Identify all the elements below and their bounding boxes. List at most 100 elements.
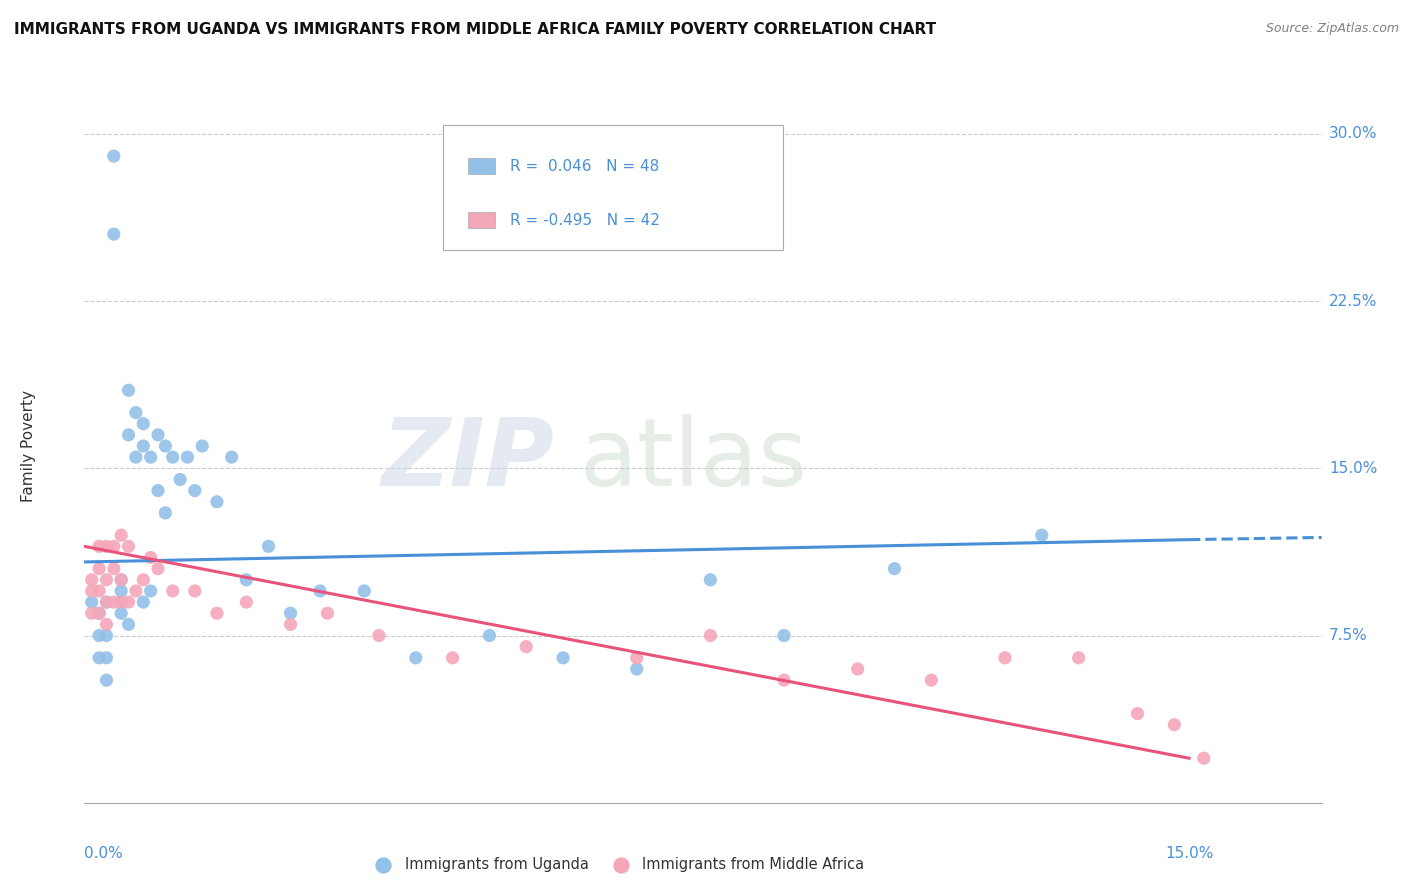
Point <box>1067 651 1090 665</box>
Point <box>205 494 228 508</box>
Point <box>994 651 1017 665</box>
Point <box>96 617 118 632</box>
Point <box>846 662 869 676</box>
Point <box>146 562 169 576</box>
Point <box>96 539 118 553</box>
Point <box>1126 706 1149 721</box>
Point <box>103 149 125 163</box>
Point <box>176 450 198 465</box>
Point <box>110 595 132 609</box>
Legend: Immigrants from Uganda, Immigrants from Middle Africa: Immigrants from Uganda, Immigrants from … <box>363 851 870 878</box>
Point <box>169 473 191 487</box>
Point <box>280 607 302 621</box>
Point <box>162 450 184 465</box>
Point <box>146 427 169 442</box>
Point <box>96 595 118 609</box>
Point <box>1163 717 1185 731</box>
Point <box>96 573 118 587</box>
Point <box>773 673 796 687</box>
Point <box>96 628 118 642</box>
Point <box>162 583 184 598</box>
Point <box>125 583 148 598</box>
Text: Family Poverty: Family Poverty <box>21 390 37 502</box>
Point <box>235 573 257 587</box>
Point <box>103 595 125 609</box>
Point <box>1192 751 1215 765</box>
Point <box>221 450 243 465</box>
FancyBboxPatch shape <box>443 125 783 250</box>
Point <box>87 607 110 621</box>
Point <box>626 662 648 676</box>
Text: 15.0%: 15.0% <box>1166 846 1213 861</box>
Point <box>699 628 721 642</box>
Point <box>280 617 302 632</box>
Point <box>132 439 155 453</box>
Point <box>117 595 139 609</box>
Point <box>257 539 280 553</box>
FancyBboxPatch shape <box>468 212 495 228</box>
Text: 30.0%: 30.0% <box>1329 127 1378 141</box>
Text: 0.0%: 0.0% <box>84 846 124 861</box>
Point <box>146 483 169 498</box>
Point <box>316 607 339 621</box>
Text: ZIP: ZIP <box>381 414 554 507</box>
Point <box>773 628 796 642</box>
Point <box>87 539 110 553</box>
Point <box>132 595 155 609</box>
Point <box>117 617 139 632</box>
Text: atlas: atlas <box>579 414 807 507</box>
Point <box>80 607 103 621</box>
Point <box>80 573 103 587</box>
Point <box>110 607 132 621</box>
Point <box>132 573 155 587</box>
Point <box>191 439 214 453</box>
FancyBboxPatch shape <box>468 158 495 174</box>
Point <box>103 562 125 576</box>
Point <box>87 562 110 576</box>
Point <box>96 595 118 609</box>
Point <box>125 450 148 465</box>
Point <box>117 384 139 398</box>
Point <box>117 427 139 442</box>
Point <box>80 583 103 598</box>
Point <box>87 583 110 598</box>
Point <box>235 595 257 609</box>
Point <box>132 417 155 431</box>
Point <box>103 539 125 553</box>
Point <box>184 483 207 498</box>
Point <box>117 539 139 553</box>
Point <box>405 651 427 665</box>
Point <box>699 573 721 587</box>
Text: 7.5%: 7.5% <box>1329 628 1368 643</box>
Text: IMMIGRANTS FROM UGANDA VS IMMIGRANTS FROM MIDDLE AFRICA FAMILY POVERTY CORRELATI: IMMIGRANTS FROM UGANDA VS IMMIGRANTS FRO… <box>14 22 936 37</box>
Point <box>80 595 103 609</box>
Point <box>441 651 464 665</box>
Point <box>1031 528 1053 542</box>
Text: 15.0%: 15.0% <box>1329 461 1378 475</box>
Point <box>103 227 125 241</box>
Point <box>155 439 177 453</box>
Point <box>139 550 162 565</box>
Point <box>920 673 942 687</box>
Point <box>155 506 177 520</box>
Point <box>110 573 132 587</box>
Text: Source: ZipAtlas.com: Source: ZipAtlas.com <box>1265 22 1399 36</box>
Point <box>551 651 574 665</box>
Text: R =  0.046   N = 48: R = 0.046 N = 48 <box>510 159 659 174</box>
Point <box>110 583 132 598</box>
Point <box>110 595 132 609</box>
Text: 22.5%: 22.5% <box>1329 293 1378 309</box>
Point <box>110 573 132 587</box>
Point <box>139 450 162 465</box>
Text: R = -0.495   N = 42: R = -0.495 N = 42 <box>510 213 659 227</box>
Point <box>96 673 118 687</box>
Point <box>368 628 391 642</box>
Point <box>883 562 905 576</box>
Point <box>87 628 110 642</box>
Point <box>184 583 207 598</box>
Point <box>139 583 162 598</box>
Point <box>515 640 537 654</box>
Point <box>125 405 148 420</box>
Point <box>87 607 110 621</box>
Point <box>110 528 132 542</box>
